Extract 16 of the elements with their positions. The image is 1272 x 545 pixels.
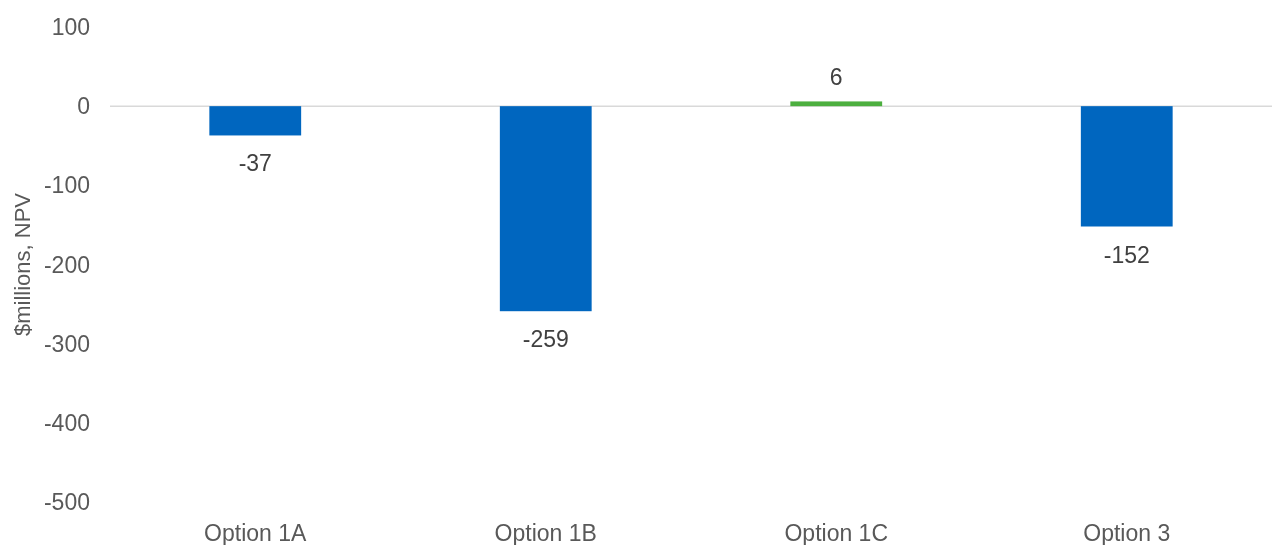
y-tick-label: 0 [77,93,90,120]
y-tick-label: 100 [51,14,90,40]
y-tick-label: -500 [43,489,90,515]
data-label: -152 [1103,241,1150,268]
data-label: -37 [238,150,272,177]
y-axis-title: $millions, NPV [9,192,35,337]
x-tick-label: Option 1C [784,520,889,545]
y-tick-label: -200 [43,251,90,278]
y-tick-label: -400 [43,409,90,436]
y-tick-label: -100 [43,172,90,199]
data-label: 6 [829,64,843,91]
x-tick-label: Option 3 [1083,520,1171,545]
x-tick-label: Option 1A [204,520,308,545]
data-label: -259 [522,326,569,353]
x-tick-label: Option 1B [494,520,597,545]
y-tick-label: -300 [43,330,90,357]
